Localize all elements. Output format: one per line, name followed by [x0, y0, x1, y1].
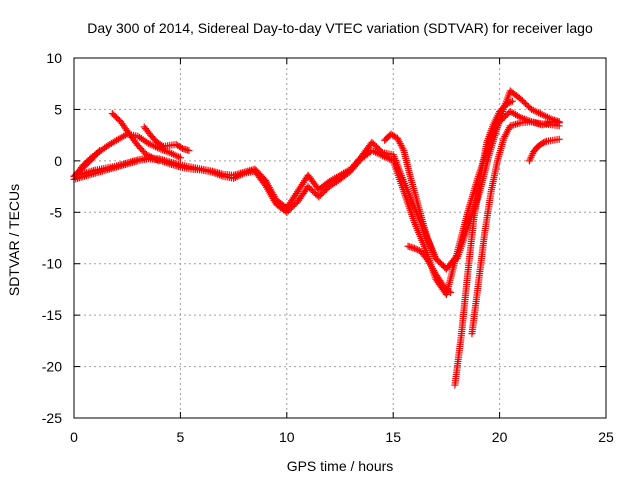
- data-series-track-6: [70, 147, 104, 180]
- y-tick-label: -15: [42, 307, 62, 323]
- x-tick-label: 15: [385, 429, 401, 445]
- data-series-track-8: [404, 242, 455, 297]
- data-layer: [70, 87, 563, 389]
- x-tick-label: 25: [598, 429, 614, 445]
- x-tick-label: 20: [492, 429, 508, 445]
- x-tick-label: 10: [279, 429, 295, 445]
- x-tick-label: 5: [177, 429, 185, 445]
- y-tick-label: 10: [46, 50, 62, 66]
- y-tick-label: -25: [42, 410, 62, 426]
- x-axis-label: GPS time / hours: [287, 458, 394, 474]
- y-tick-label: -5: [50, 204, 63, 220]
- chart-title: Day 300 of 2014, Sidereal Day-to-day VTE…: [87, 20, 593, 36]
- data-series-track-9: [451, 97, 516, 389]
- y-tick-label: 0: [54, 153, 62, 169]
- x-tick-label: 0: [70, 429, 78, 445]
- y-tick-label: -20: [42, 359, 62, 375]
- data-series-track-11: [525, 135, 563, 165]
- y-tick-label: -10: [42, 256, 62, 272]
- y-axis-label: SDTVAR / TECUs: [6, 184, 22, 296]
- data-series-track-10: [468, 118, 563, 338]
- data-series-track-5: [140, 123, 193, 155]
- y-tick-label: 5: [54, 101, 62, 117]
- plot-area-frame: [73, 57, 607, 419]
- data-series-track-7: [381, 87, 563, 273]
